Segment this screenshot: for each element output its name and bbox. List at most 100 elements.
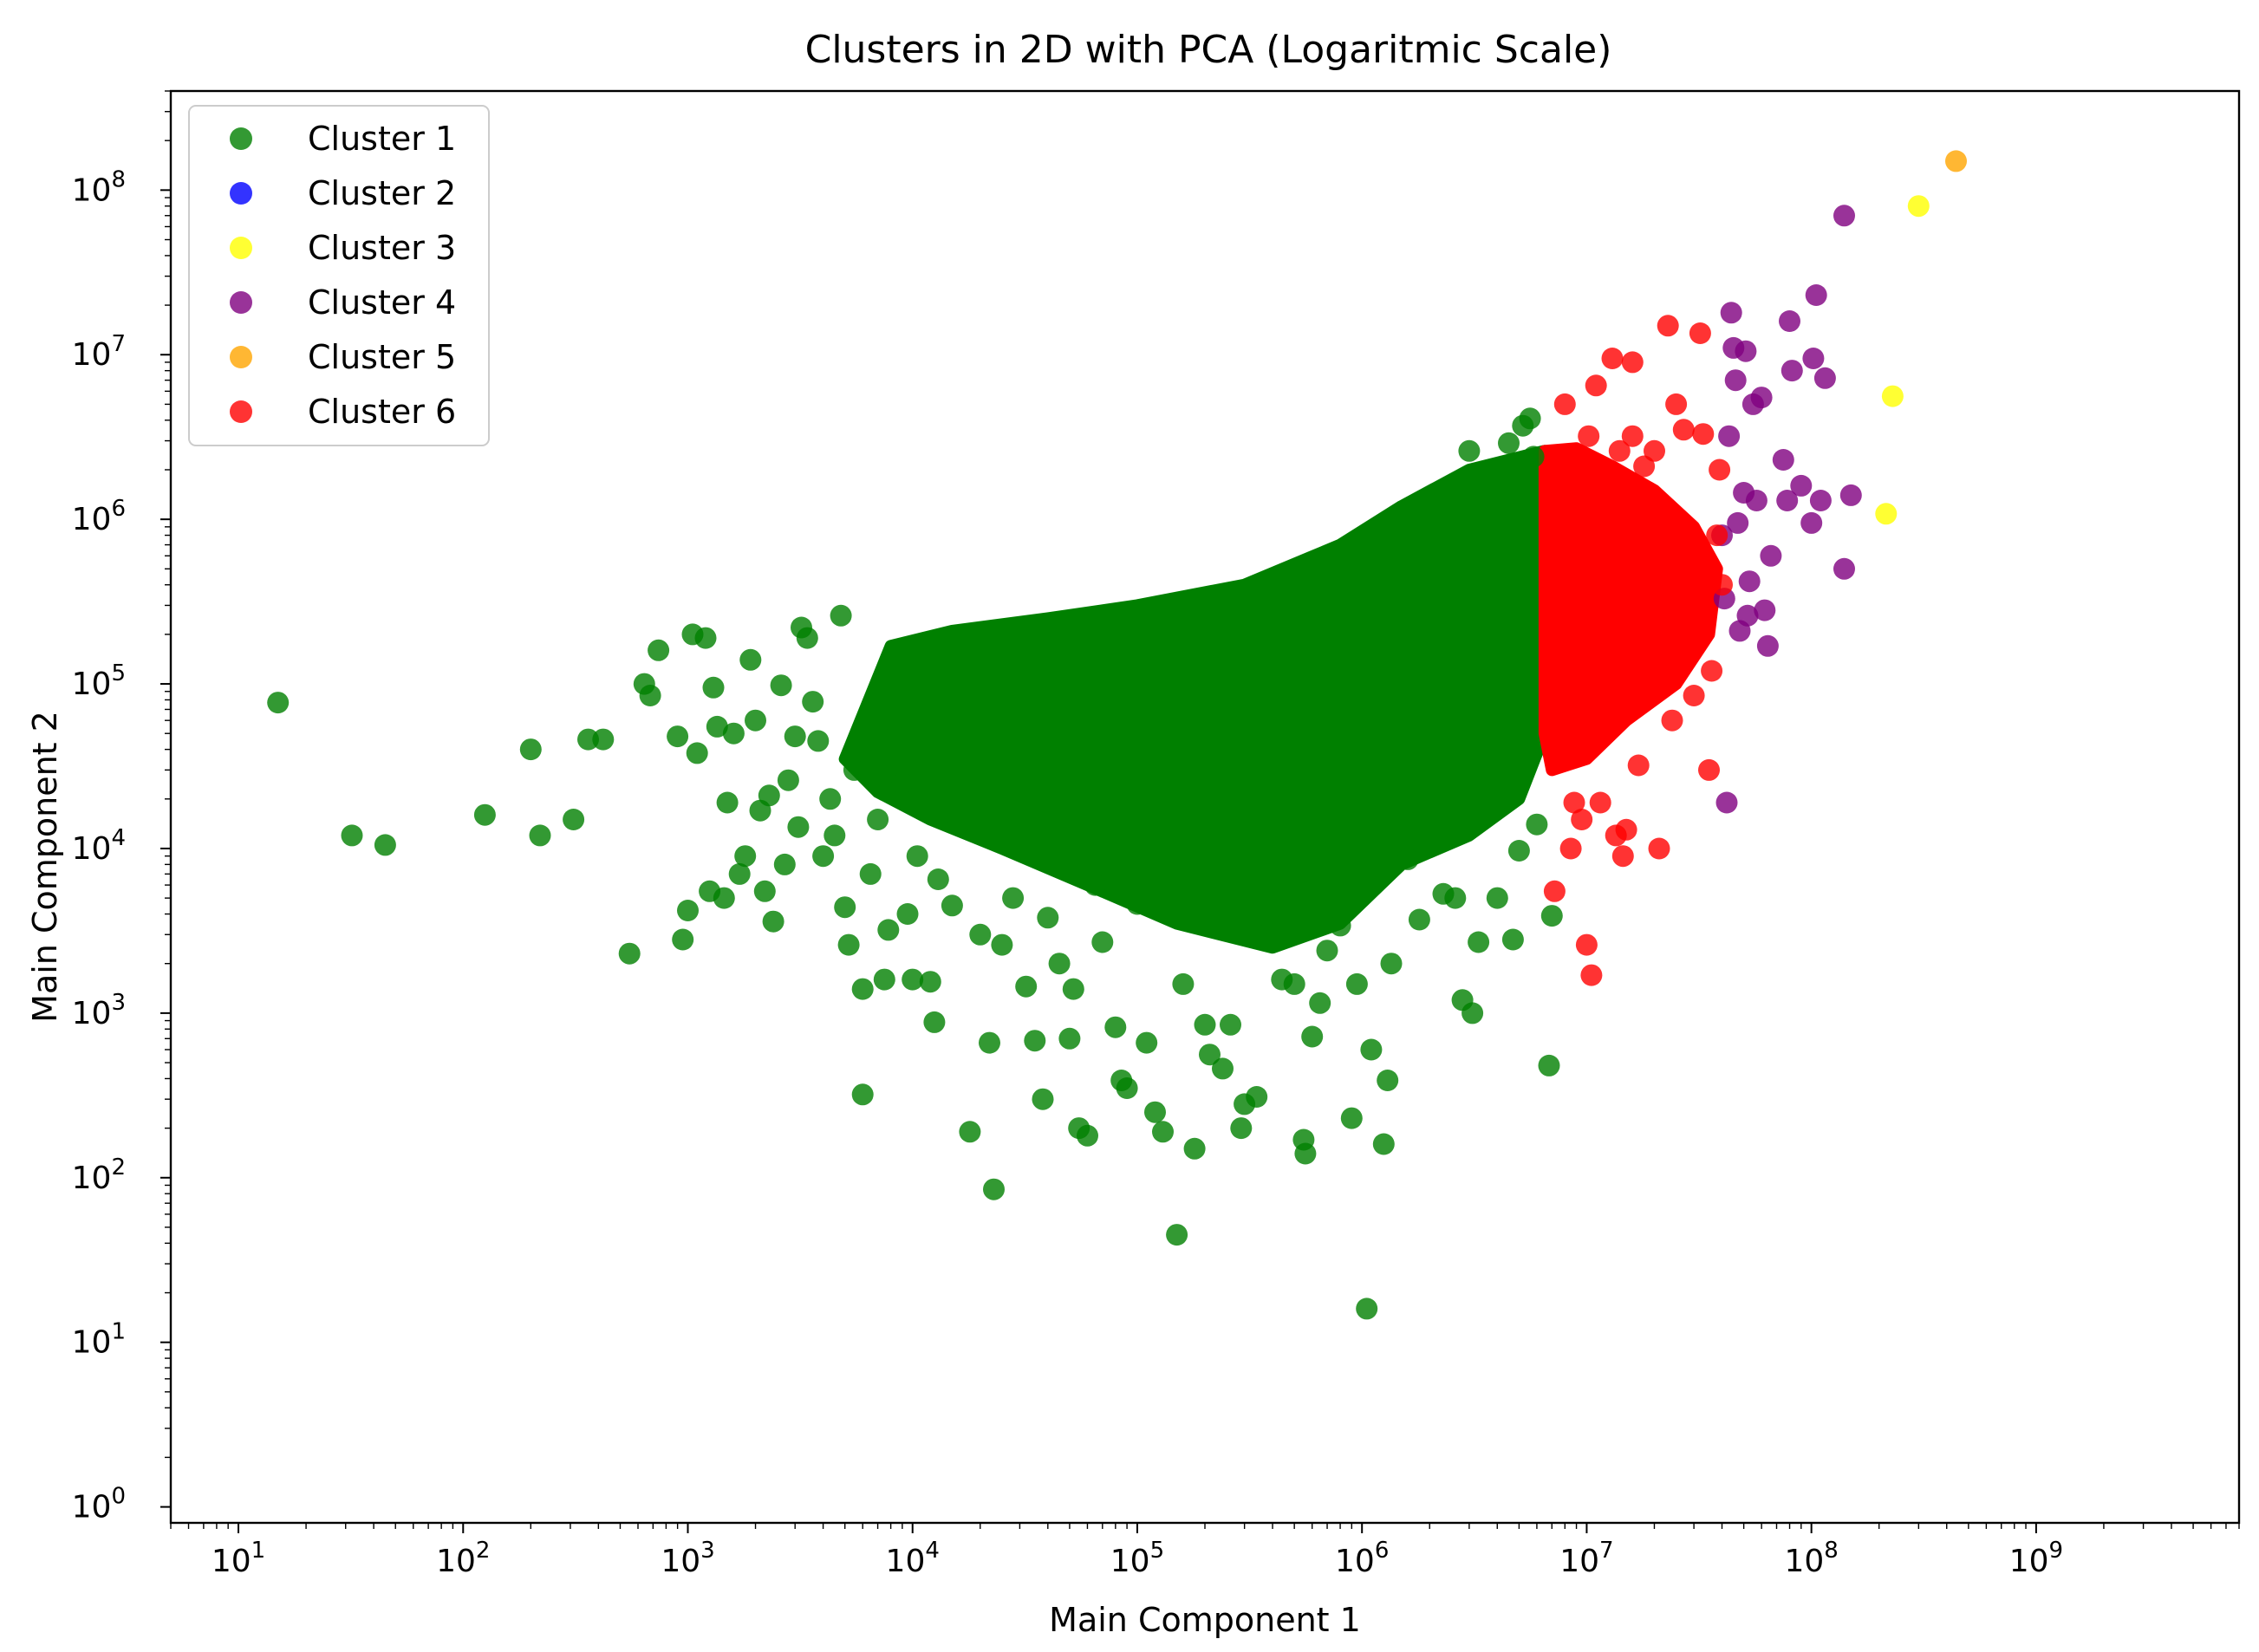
data-point: [777, 769, 799, 791]
data-point: [1945, 150, 1967, 172]
data-point: [1718, 425, 1741, 447]
x-tick-label: 109: [2009, 1538, 2063, 1579]
data-point: [859, 862, 882, 885]
data-point: [1724, 369, 1747, 392]
data-point: [1498, 432, 1520, 454]
data-point: [1802, 348, 1825, 369]
data-point: [1711, 574, 1733, 596]
y-tick-label: 105: [72, 660, 126, 702]
data-point: [1779, 310, 1800, 332]
scatter-points-layer: [267, 150, 1967, 1320]
data-point: [1738, 570, 1761, 593]
series-cluster-5: [1945, 150, 1967, 172]
x-tick-label: 102: [436, 1538, 490, 1579]
data-point: [1772, 449, 1794, 471]
data-point: [1468, 931, 1490, 953]
data-point: [1543, 880, 1566, 902]
data-point: [734, 845, 757, 868]
data-point: [1756, 634, 1779, 657]
y-tick-label: 100: [72, 1484, 126, 1525]
legend-item: Cluster 5: [230, 338, 456, 376]
data-point: [1706, 524, 1728, 547]
data-point: [959, 1121, 981, 1143]
data-point: [1833, 205, 1855, 227]
data-point: [1283, 972, 1305, 995]
data-point: [728, 862, 751, 885]
data-point: [739, 648, 762, 671]
series-cluster-1: [267, 407, 1563, 1320]
data-point: [1611, 845, 1634, 868]
data-point: [618, 942, 641, 965]
data-point: [819, 788, 842, 810]
legend-marker: [230, 127, 252, 150]
data-point: [1377, 1070, 1399, 1091]
data-point: [979, 1031, 1000, 1054]
data-point: [1380, 953, 1403, 975]
legend-label: Cluster 4: [308, 283, 456, 322]
data-point: [1340, 1107, 1363, 1129]
data-point: [1559, 837, 1582, 860]
data-point: [1644, 439, 1665, 462]
legend-frame: [188, 105, 490, 446]
data-point: [745, 709, 766, 732]
data-point: [648, 639, 670, 661]
series-cluster-6: [1543, 315, 1733, 986]
data-point: [592, 728, 615, 751]
y-axis: 100 101 102 103 104 105 106 107 108: [72, 90, 171, 1525]
data-point: [1633, 608, 1656, 629]
data-point: [843, 758, 865, 781]
data-point: [1553, 393, 1576, 415]
data-point: [1062, 978, 1084, 1000]
legend-label: Cluster 5: [308, 338, 456, 376]
data-point: [1194, 1013, 1216, 1036]
data-point: [1538, 1054, 1560, 1076]
data-point: [667, 725, 689, 748]
data-point: [1444, 887, 1467, 909]
data-point: [947, 813, 970, 836]
data-point: [802, 691, 824, 713]
data-point: [519, 738, 542, 761]
data-point: [1104, 1016, 1127, 1038]
legend-label: Cluster 2: [308, 174, 456, 212]
data-point: [672, 928, 694, 951]
legend-marker: [230, 346, 252, 368]
data-point: [1689, 322, 1711, 344]
data-point: [716, 791, 739, 814]
data-point: [1781, 360, 1803, 382]
data-point: [1589, 791, 1611, 814]
data-point: [969, 923, 992, 946]
x-tick-label: 101: [212, 1538, 265, 1579]
y-axis-label: Main Component 2: [26, 711, 64, 1023]
data-point: [1519, 407, 1541, 430]
data-point: [1813, 367, 1836, 389]
data-point: [851, 1083, 874, 1106]
data-point: [1776, 490, 1799, 511]
data-point: [837, 933, 860, 956]
data-point: [824, 824, 846, 847]
x-tick-label: 106: [1335, 1538, 1389, 1579]
data-point: [563, 809, 585, 830]
data-point: [1526, 813, 1548, 836]
data-point: [1486, 887, 1508, 909]
data-point: [1517, 750, 1540, 772]
data-point: [758, 784, 780, 807]
data-point: [1166, 1224, 1188, 1246]
data-point: [919, 971, 941, 993]
data-point: [1126, 893, 1149, 915]
data-point: [577, 728, 599, 751]
data-point: [1727, 511, 1749, 534]
data-point: [1015, 975, 1038, 998]
data-point: [1665, 393, 1688, 415]
legend-item: Cluster 3: [230, 229, 456, 267]
data-point: [1037, 907, 1059, 929]
dense-region-layer: [838, 442, 1723, 954]
data-point: [902, 968, 924, 991]
data-point: [1345, 972, 1368, 995]
data-point: [991, 933, 1013, 956]
data-point: [722, 722, 745, 745]
data-point: [906, 845, 928, 868]
x-tick-label: 103: [661, 1538, 714, 1579]
data-point: [706, 715, 728, 738]
data-point: [1745, 490, 1767, 511]
